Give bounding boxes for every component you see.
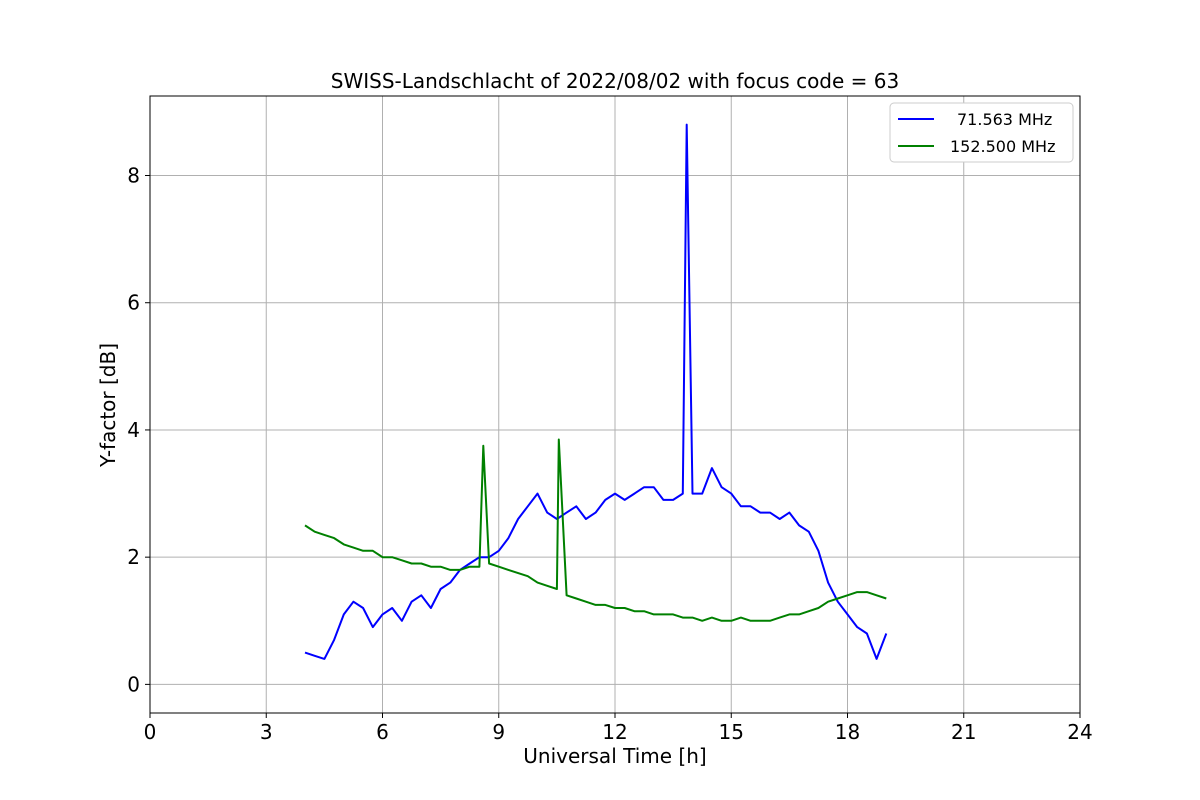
legend-box [889,102,1074,163]
y-tick-label: 4 [127,418,140,442]
x-tick-label: 18 [835,720,860,744]
x-tick-label: 21 [951,720,976,744]
x-tick-label: 15 [719,720,744,744]
series-line-1 [304,438,887,622]
series-line-0 [304,123,888,660]
y-tick-label: 2 [127,545,140,569]
y-tick-label: 6 [127,291,140,315]
legend: 71.563 MHz 152.500 MHz [889,102,1074,163]
x-axis-label: Universal Time [h] [523,744,706,768]
x-tick-label: 3 [260,720,273,744]
chart-title: SWISS-Landschlacht of 2022/08/02 with fo… [331,69,899,93]
x-tick-label: 0 [144,720,157,744]
legend-label-71563: 71.563 MHz [957,110,1052,129]
x-tick-label: 24 [1067,720,1092,744]
x-tick-label: 9 [492,720,505,744]
y-tick-label: 8 [127,164,140,188]
y-tick-label: 0 [127,672,140,696]
x-tick-label: 12 [602,720,627,744]
plot-series [304,123,888,660]
x-tick-label: 6 [376,720,389,744]
y-axis-label: Y-factor [dB] [96,343,120,468]
legend-label-152500: 152.500 MHz [950,137,1055,156]
